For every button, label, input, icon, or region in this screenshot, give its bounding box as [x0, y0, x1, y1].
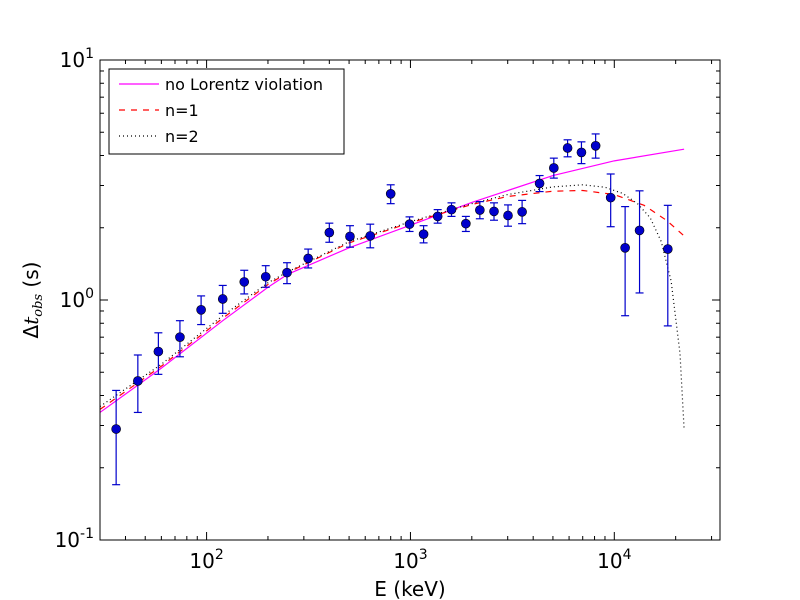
x-tick-label: 102 — [189, 547, 223, 573]
y-tick-label: 10-1 — [55, 526, 94, 552]
y-tick-label: 101 — [60, 46, 94, 72]
tick-label-layer: 102 103 104 10-1 100 101 — [55, 46, 632, 573]
plot-area — [100, 133, 685, 486]
data-point — [282, 267, 292, 278]
data-point — [196, 305, 206, 315]
data-point — [489, 206, 499, 217]
data-point — [620, 243, 630, 253]
data-point — [605, 192, 616, 203]
data-point — [303, 253, 313, 264]
data-point — [432, 211, 443, 222]
curve-layer — [100, 148, 685, 430]
data-point — [385, 189, 396, 199]
y-tick-label: 100 — [60, 286, 94, 312]
data-point — [663, 244, 673, 254]
data-point — [549, 163, 559, 173]
data-point — [576, 147, 587, 158]
data-point — [475, 205, 485, 215]
data-point — [365, 231, 376, 241]
data-point — [461, 218, 471, 229]
data-point — [517, 207, 527, 217]
data-point — [324, 227, 335, 238]
data-point — [404, 219, 415, 229]
y-axis-label: Δtobs (s) — [19, 262, 46, 339]
data-point — [260, 271, 271, 282]
data-point — [562, 143, 573, 153]
legend-label-n1: n=1 — [165, 101, 199, 120]
data-point — [153, 346, 164, 357]
legend: no Lorentz violation n=1 n=2 — [108, 68, 345, 155]
plot-frame — [99, 59, 721, 541]
data-point — [418, 229, 429, 240]
data-point — [239, 277, 250, 287]
data-point — [534, 178, 545, 189]
series-line-n1 — [100, 189, 685, 410]
data-point — [217, 294, 228, 304]
data-point — [590, 141, 601, 151]
data-point — [133, 376, 143, 386]
legend-box — [108, 68, 345, 155]
legend-label-no-lorentz: no Lorentz violation — [165, 75, 323, 94]
data-point — [175, 332, 185, 342]
data-point — [345, 231, 355, 242]
series-line-no-lorentz — [100, 148, 685, 413]
x-axis-label: E (keV) — [374, 577, 445, 600]
data-point — [634, 225, 645, 236]
data-point — [503, 210, 513, 221]
legend-label-n2: n=2 — [165, 127, 199, 146]
series-line-n2 — [100, 184, 685, 430]
data-point — [446, 204, 457, 215]
data-point — [111, 424, 121, 434]
x-tick-label: 104 — [597, 547, 631, 573]
marker-layer — [111, 141, 673, 434]
x-tick-label: 103 — [393, 547, 427, 573]
